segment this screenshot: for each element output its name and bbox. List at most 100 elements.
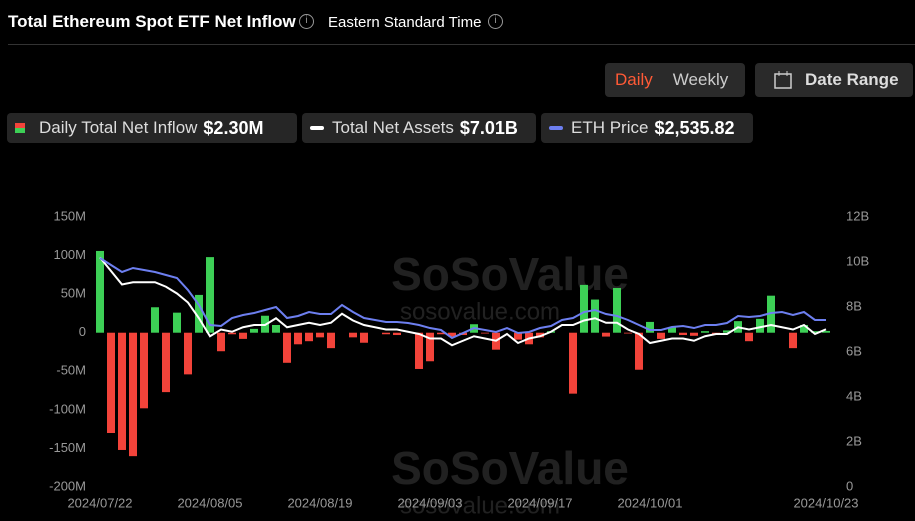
- bar: [789, 332, 797, 349]
- tick-label: 150M: [53, 208, 86, 223]
- bar: [261, 315, 269, 333]
- bar: [745, 332, 753, 342]
- legend-item[interactable]: Daily Total Net Inflow $2.30M: [7, 113, 297, 143]
- legend-item[interactable]: Total Net Assets $7.01B: [302, 113, 536, 143]
- toggle-group: Daily Weekly: [605, 63, 745, 97]
- divider: [8, 44, 915, 45]
- bar: [514, 332, 522, 340]
- line: [99, 256, 827, 347]
- bar: [129, 332, 137, 457]
- bar: [756, 318, 764, 333]
- title: Total Ethereum Spot ETF Net Inflow: [8, 12, 296, 31]
- bar: [580, 284, 588, 333]
- tick-label: 10B: [846, 253, 869, 268]
- legend-value: $2,535.82: [654, 117, 735, 138]
- timezone: Eastern Standard Time: [328, 14, 482, 31]
- tick-label: -200M: [49, 478, 86, 493]
- tick-label: -50M: [56, 363, 86, 378]
- bar: [822, 330, 830, 333]
- bar: [272, 325, 280, 333]
- bar: [767, 295, 775, 333]
- bar: [184, 332, 192, 375]
- bar: [668, 327, 676, 333]
- bar: [800, 325, 808, 333]
- bar: [646, 321, 654, 333]
- legend-label: Daily Total Net Inflow: [39, 118, 198, 137]
- bar: [481, 332, 489, 334]
- tick-label: -150M: [49, 440, 86, 455]
- legend-item[interactable]: ETH Price $2,535.82: [541, 113, 753, 143]
- bar: [349, 332, 357, 338]
- bar: [602, 332, 610, 337]
- bar: [140, 332, 148, 409]
- watermark-url: sosovalue.com: [400, 298, 560, 325]
- watermark: SoSoValue: [391, 442, 629, 494]
- bar: [536, 332, 544, 338]
- bar: [162, 332, 170, 393]
- bar: [195, 294, 203, 333]
- watermark: SoSoValue: [391, 248, 629, 300]
- legend-swatch: [310, 126, 324, 130]
- bar: [811, 331, 819, 333]
- date-range-button[interactable]: Date Range: [755, 63, 913, 97]
- bar: [96, 250, 104, 333]
- x-tick-label: 2024/08/05: [177, 495, 242, 510]
- bar: [679, 332, 687, 336]
- bar: [547, 331, 555, 333]
- bar: [591, 299, 599, 333]
- legend-label: Total Net Assets: [332, 118, 454, 137]
- bar: [327, 332, 335, 349]
- x-tick-label: 2024/10/01: [617, 495, 682, 510]
- legend-label: ETH Price: [571, 118, 649, 137]
- bar: [569, 332, 577, 394]
- tick-label: 50M: [61, 286, 86, 301]
- tick-label: 12B: [846, 208, 869, 223]
- tick-label: -100M: [49, 401, 86, 416]
- date-range-label: Date Range: [805, 70, 899, 89]
- bar: [525, 332, 533, 345]
- x-tick-label: 2024/07/22: [67, 495, 132, 510]
- bar: [151, 307, 159, 333]
- tick-label: 8B: [846, 298, 862, 313]
- bar: [173, 312, 181, 333]
- x-tick-label: 2024/10/23: [793, 495, 858, 510]
- bar: [294, 332, 302, 345]
- bar: [734, 321, 742, 333]
- bar: [657, 332, 665, 339]
- bar: [492, 332, 500, 350]
- bar: [470, 324, 478, 333]
- tick-label: 100M: [53, 247, 86, 262]
- tick-label: 0: [79, 324, 86, 339]
- bar: [107, 332, 115, 433]
- bar: [393, 332, 401, 336]
- bar: [712, 332, 720, 335]
- bar: [701, 331, 709, 333]
- bar: [305, 332, 313, 342]
- bar: [635, 332, 643, 370]
- legend-swatch: [15, 123, 25, 133]
- bar: [613, 287, 621, 333]
- x-tick-label: 2024/09/03: [397, 495, 462, 510]
- x-tick-label: 2024/09/17: [507, 495, 572, 510]
- bar: [415, 332, 423, 369]
- bar: [690, 332, 698, 336]
- bar: [239, 332, 247, 339]
- weekly-button[interactable]: Weekly: [672, 70, 729, 89]
- info-icon[interactable]: i: [299, 14, 314, 29]
- bar: [283, 332, 291, 363]
- bar: [459, 332, 467, 336]
- daily-button[interactable]: Daily: [615, 70, 653, 89]
- watermark-url: sosovalue.com: [400, 492, 560, 519]
- legend-value: $2.30M: [203, 117, 264, 138]
- bar: [250, 328, 258, 333]
- bar: [624, 332, 632, 334]
- bar: [437, 332, 445, 335]
- bar: [206, 257, 214, 333]
- bar: [382, 332, 390, 335]
- bar: [360, 332, 368, 343]
- info-icon[interactable]: i: [488, 14, 503, 29]
- bar: [723, 330, 731, 333]
- bar: [426, 332, 434, 362]
- line: [99, 257, 827, 340]
- tick-label: 6B: [846, 343, 862, 358]
